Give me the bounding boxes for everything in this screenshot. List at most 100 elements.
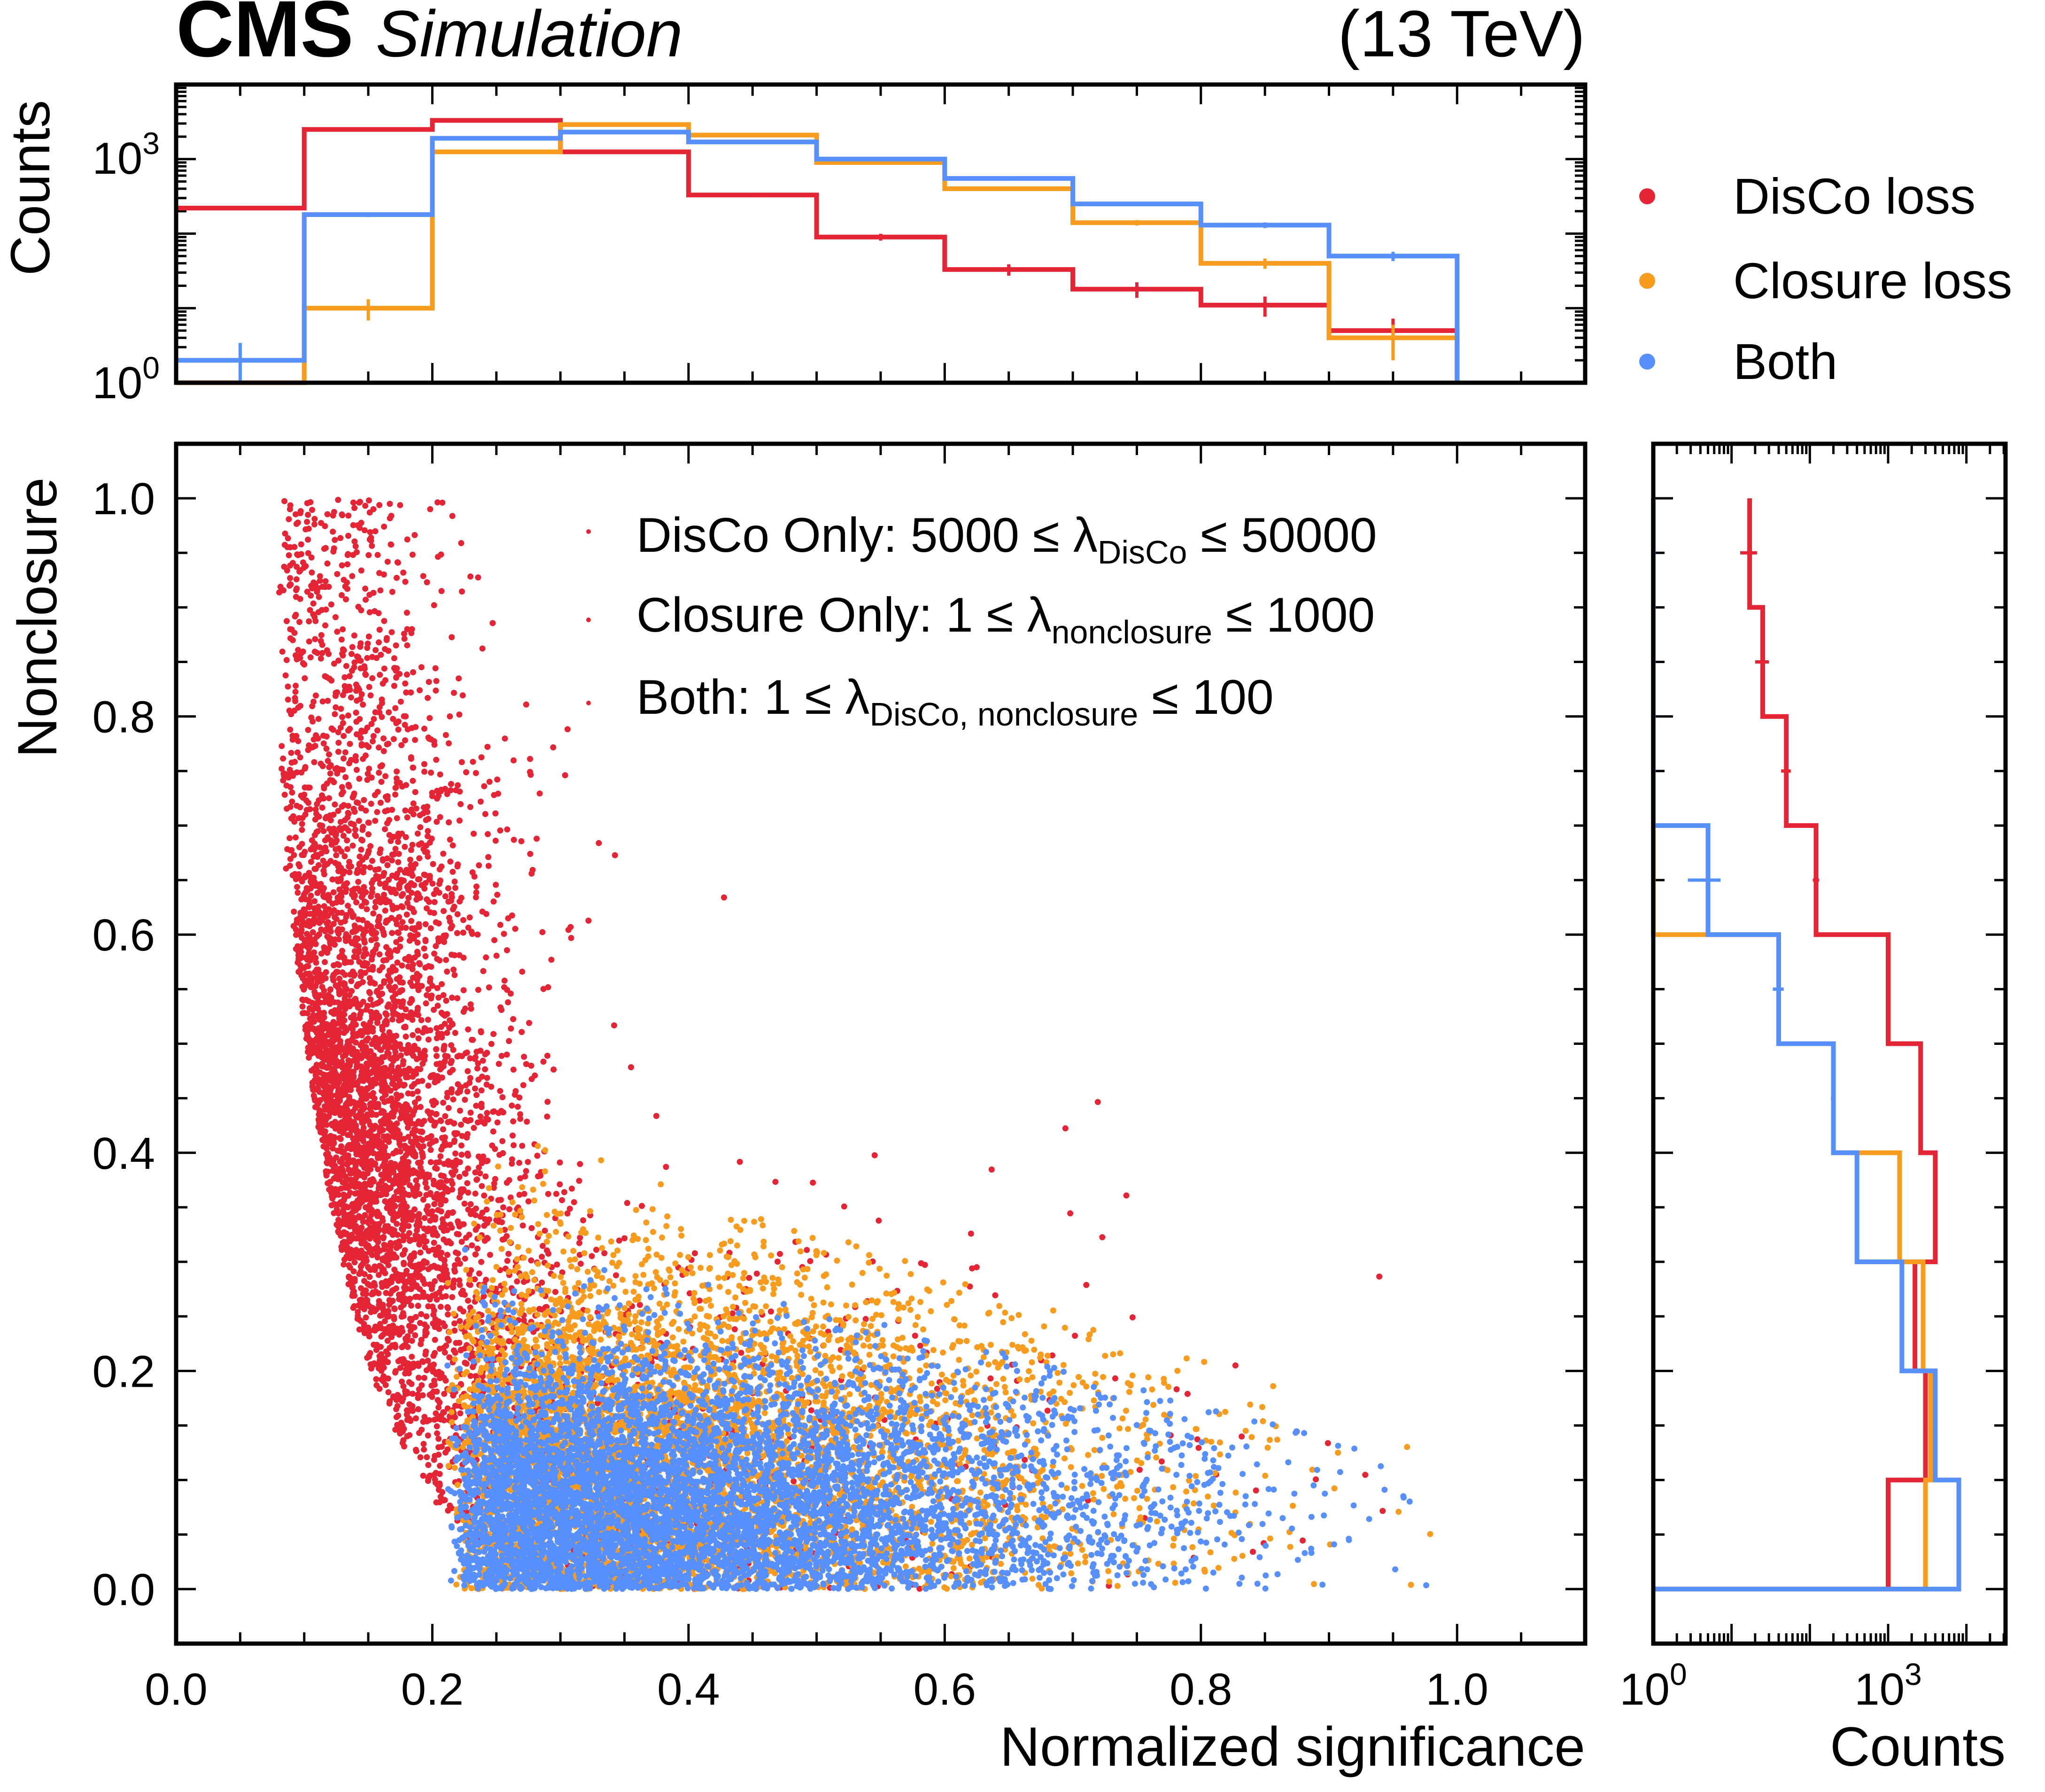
scatter-point-disco xyxy=(449,842,456,849)
scatter-point-disco xyxy=(459,1053,465,1059)
scatter-point-disco xyxy=(334,928,341,935)
scatter-point-disco xyxy=(449,513,456,519)
scatter-point-disco xyxy=(474,931,481,938)
scatter-point-disco xyxy=(408,862,414,868)
scatter-point-disco xyxy=(561,1189,567,1196)
scatter-point-disco xyxy=(386,817,392,823)
scatter-point-disco xyxy=(310,736,317,743)
scatter-point-disco xyxy=(345,533,351,539)
scatter-point-disco xyxy=(462,1171,469,1177)
scatter-point-disco xyxy=(287,506,293,512)
scatter-point-disco xyxy=(316,970,322,977)
scatter-point-disco xyxy=(375,1166,381,1173)
scatter-point-disco xyxy=(410,669,416,675)
scatter-point-disco xyxy=(388,513,395,519)
scatter-point-disco xyxy=(360,824,366,830)
scatter-point-disco xyxy=(372,528,379,534)
scatter-point-disco xyxy=(415,1303,421,1309)
scatter-point-disco xyxy=(374,788,381,795)
scatter-point-disco xyxy=(376,502,383,508)
scatter-point-disco xyxy=(366,1333,372,1340)
scatter-point-disco xyxy=(328,677,335,684)
scatter-point-disco xyxy=(337,1112,344,1119)
scatter-point-disco xyxy=(449,1294,456,1300)
scatter-point-disco xyxy=(389,930,395,936)
scatter-point-disco xyxy=(364,1228,370,1234)
scatter-point-disco xyxy=(318,760,324,767)
scatter-point-disco xyxy=(314,933,320,940)
scatter-point-disco xyxy=(281,791,288,798)
scatter-point-disco xyxy=(335,1175,342,1182)
scatter-point-disco xyxy=(483,1081,490,1088)
scatter-point-disco xyxy=(393,1082,400,1089)
scatter-point-disco xyxy=(564,1210,571,1217)
scatter-point-disco xyxy=(383,944,389,950)
scatter-point-disco xyxy=(364,960,371,967)
scatter-point-disco xyxy=(332,801,338,808)
scatter-point-disco xyxy=(564,726,571,733)
scatter-point-disco xyxy=(488,1083,495,1090)
scatter-point-disco xyxy=(420,846,427,852)
scatter-point-disco xyxy=(314,890,321,896)
scatter-point-disco xyxy=(421,1446,427,1453)
scatter-point-disco xyxy=(485,854,492,860)
scatter-point-disco xyxy=(344,552,351,558)
scatter-point-disco xyxy=(347,1132,353,1138)
scatter-point-disco xyxy=(441,1390,448,1397)
scatter-point-disco xyxy=(451,1320,457,1327)
scatter-point-disco xyxy=(804,1247,810,1253)
main-scatter-panel: 0.0 0.2 0.4 0.6 0.8 1.0 0.00.20.40.60.81.0 No… xyxy=(7,441,1588,1778)
scatter-point-disco xyxy=(475,987,481,993)
scatter-point-disco xyxy=(483,1158,490,1165)
scatter-point-disco xyxy=(447,836,453,843)
scatter-point-disco xyxy=(436,1482,443,1489)
scatter-point-disco xyxy=(390,1393,396,1400)
scatter-point-disco xyxy=(294,803,300,809)
scatter-point-disco xyxy=(457,1305,463,1312)
scatter-point-disco xyxy=(458,588,465,595)
scatter-point-disco xyxy=(429,1226,436,1232)
scatter-point-disco xyxy=(504,1051,510,1058)
scatter-point-disco xyxy=(544,1098,551,1105)
scatter-point-disco xyxy=(426,679,432,685)
scatter-point-disco xyxy=(412,1153,418,1160)
scatter-point-disco xyxy=(442,1323,448,1329)
scatter-point-disco xyxy=(539,1253,545,1260)
scatter-point-disco xyxy=(283,657,290,663)
scatter-point-disco xyxy=(333,852,340,858)
scatter-point-disco xyxy=(460,987,467,994)
scatter-point-disco xyxy=(1194,1436,1201,1443)
scatter-point-disco xyxy=(355,522,361,529)
scatter-point-disco xyxy=(426,735,433,742)
scatter-point-disco xyxy=(596,840,602,846)
scatter-point-disco xyxy=(525,1159,531,1165)
scatter-point-disco xyxy=(289,789,295,796)
scatter-point-disco xyxy=(577,1260,584,1267)
scatter-point-disco xyxy=(374,1213,381,1220)
scatter-point-disco xyxy=(430,861,436,867)
scatter-point-disco xyxy=(365,1035,372,1042)
scatter-point-disco xyxy=(397,936,404,942)
scatter-point-disco xyxy=(466,1080,473,1086)
scatter-point-disco xyxy=(348,1037,355,1044)
scatter-point-disco xyxy=(330,528,336,535)
scatter-point-disco xyxy=(477,798,484,805)
scatter-point-disco xyxy=(490,1031,497,1037)
scatter-point-disco xyxy=(409,905,416,912)
scatter-point-disco xyxy=(352,753,359,759)
scatter-point-disco xyxy=(351,973,357,979)
scatter-point-disco xyxy=(291,908,297,915)
scatter-point-disco xyxy=(486,984,492,991)
scatter-point-disco xyxy=(444,1405,451,1412)
scatter-point-disco xyxy=(441,1417,447,1423)
scatter-point-disco xyxy=(365,633,372,640)
scatter-point-disco xyxy=(414,939,421,946)
scatter-point-disco xyxy=(444,1029,450,1036)
scatter-point-disco xyxy=(425,853,431,860)
scatter-point-disco xyxy=(545,984,551,990)
scatter-point-disco xyxy=(323,1046,329,1053)
scatter-point-disco xyxy=(521,1190,527,1197)
scatter-point-disco xyxy=(352,942,359,948)
scatter-point-disco xyxy=(369,1041,375,1047)
scatter-point-disco xyxy=(326,751,332,757)
